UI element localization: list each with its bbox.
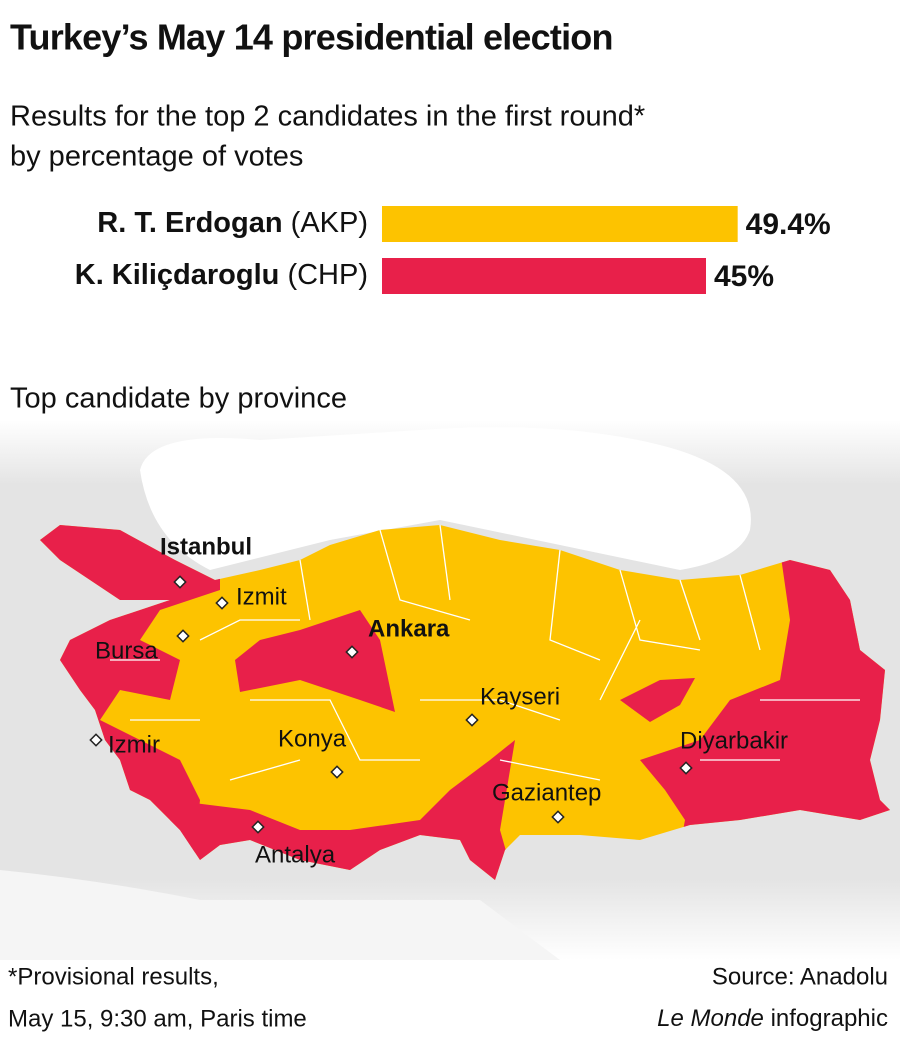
city-label: Konya xyxy=(278,725,347,752)
city-marker xyxy=(251,820,265,834)
city-label: Bursa xyxy=(95,637,158,664)
bar-chart: R. T. Erdogan (AKP) 49.4% K. Kiliçdaroglu … xyxy=(75,206,831,294)
city-marker xyxy=(330,765,344,779)
subtitle: Results for the top 2 candidates in the … xyxy=(10,101,645,133)
candidate-label: K. Kiliçdaroglu (CHP) xyxy=(75,259,368,291)
city-marker xyxy=(551,810,565,824)
bar xyxy=(382,206,738,242)
candidate-name: K. Kiliçdaroglu xyxy=(75,259,280,291)
candidate-name: R. T. Erdogan xyxy=(97,207,282,239)
city-label: Ankara xyxy=(368,615,450,642)
city-marker xyxy=(345,645,359,659)
city-label: Kayseri xyxy=(480,683,560,710)
party: (CHP) xyxy=(287,259,368,291)
map xyxy=(0,420,900,960)
party: (AKP) xyxy=(291,207,368,239)
footnote: May 15, 9:30 am, Paris time xyxy=(8,1005,307,1032)
city-label: Istanbul xyxy=(160,533,252,560)
city-marker xyxy=(176,629,190,643)
value-label: 49.4% xyxy=(746,208,831,241)
red-province xyxy=(235,610,395,712)
value-label: 45% xyxy=(714,260,774,293)
red-province xyxy=(640,550,890,880)
candidate-label: R. T. Erdogan (AKP) xyxy=(97,207,368,239)
city-label: Izmir xyxy=(108,731,160,758)
city-label: Diyarbakir xyxy=(680,727,788,754)
city-label: Gaziantep xyxy=(492,779,601,806)
city-label: Izmit xyxy=(236,583,287,610)
map-title: Top candidate by province xyxy=(10,383,347,415)
city-marker xyxy=(465,713,479,727)
bar xyxy=(382,258,706,294)
mediterranean xyxy=(0,870,560,960)
credit: Le Monde infographic xyxy=(657,1005,888,1032)
black-sea xyxy=(140,427,751,570)
credit-italic: Le Monde xyxy=(657,1005,764,1032)
cities: Istanbul Izmit Ankara Bursa Kayseri Izmir Kony… xyxy=(89,533,788,868)
city-marker xyxy=(679,761,693,775)
description: by percentage of votes xyxy=(10,141,303,173)
credit-text: infographic xyxy=(771,1005,888,1032)
city-marker xyxy=(89,733,103,747)
footnote: *Provisional results, xyxy=(8,963,219,990)
province-borders xyxy=(110,524,860,781)
red-province xyxy=(620,678,695,722)
city-marker xyxy=(173,575,187,589)
source: Source: Anadolu xyxy=(712,963,888,990)
city-label: Antalya xyxy=(255,841,336,868)
title: Turkey’s May 14 presidential election xyxy=(10,17,613,58)
city-marker xyxy=(215,596,229,610)
